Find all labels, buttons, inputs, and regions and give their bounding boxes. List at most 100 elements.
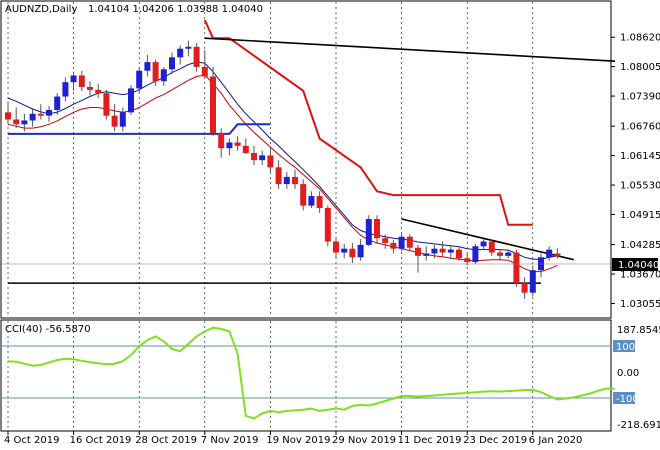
- candle-body-5: [46, 109, 52, 116]
- candle-body-40: [333, 241, 339, 253]
- cci-axis: 187.8545 100 0.00 -100 -218.6916: [613, 325, 660, 431]
- candle-body-44: [365, 219, 372, 245]
- candle-body-50: [415, 247, 421, 256]
- price-tick-label-3: 1.06760: [620, 122, 660, 133]
- donchian-upper-line: [203, 19, 533, 226]
- candle-body-8: [70, 75, 77, 83]
- candle-body-39: [324, 208, 331, 242]
- trendlines: [8, 37, 616, 284]
- candle-body-4: [37, 113, 44, 116]
- time-tick-label-7: 23 Dec 2019: [463, 435, 527, 446]
- cci-tick-label-3: -100: [616, 394, 639, 405]
- candle-body-24: [201, 66, 208, 77]
- candle-body-55: [456, 249, 462, 259]
- candle-body-25: [210, 76, 216, 133]
- candle-body-54: [447, 249, 454, 253]
- candle-body-34: [283, 176, 290, 185]
- cci-panel: CCI(40) -56.5870: [0, 319, 615, 432]
- price-tick-label-8: 1.03670: [620, 270, 660, 281]
- price-tick-label-4: 1.06145: [620, 151, 660, 162]
- cci-tick-label-4: -218.6916: [617, 420, 660, 431]
- candle-body-51: [423, 253, 430, 256]
- candle-body-56: [464, 258, 471, 263]
- price-tick-label-2: 1.07390: [620, 92, 660, 103]
- candle-body-17: [144, 62, 151, 71]
- cci-line: [7, 326, 615, 420]
- candle-body-9: [78, 75, 85, 87]
- trendline-1: [401, 218, 574, 261]
- price-panel-frame: [0, 0, 612, 319]
- candle-body-28: [234, 142, 241, 146]
- candle-body-43: [357, 244, 364, 258]
- candle-body-38: [316, 196, 323, 209]
- price-tick-label-5: 1.05530: [620, 181, 660, 192]
- current-price-label: 1.04040: [618, 260, 659, 271]
- candle-body-32: [267, 155, 274, 168]
- candle-body-62: [513, 252, 520, 284]
- candle-body-59: [488, 241, 495, 253]
- candle-body-58: [480, 241, 487, 247]
- price-tick-label-0: 1.08620: [620, 33, 660, 44]
- candle-body-52: [431, 248, 438, 254]
- candle-body-49: [406, 236, 413, 248]
- cci-series-line: [7, 326, 615, 420]
- current-price-tag: 1.04040: [612, 258, 659, 271]
- candle-body-20: [169, 57, 175, 70]
- candle-body-53: [439, 248, 446, 253]
- price-tick-label-7: 1.04285: [620, 240, 660, 251]
- time-tick-label-1: 16 Oct 2019: [70, 435, 132, 446]
- candle-body-14: [119, 112, 126, 127]
- donchian-lower-line: [8, 123, 271, 135]
- time-axis: 4 Oct 2019 16 Oct 2019 28 Oct 2019 7 Nov 20…: [4, 431, 582, 446]
- trendline-0: [204, 37, 616, 62]
- candle-body-15: [128, 88, 134, 113]
- candle-body-16: [136, 70, 143, 89]
- candle-body-0: [5, 112, 11, 120]
- candle-body-66: [546, 249, 553, 258]
- candle-body-10: [87, 86, 93, 90]
- candle-body-2: [21, 120, 28, 125]
- donchian-channel: [8, 19, 533, 226]
- candle-body-12: [103, 93, 110, 116]
- candle-body-45: [374, 219, 380, 239]
- candle-body-47: [390, 242, 397, 249]
- candle-body-18: [152, 62, 159, 82]
- candle-body-7: [62, 82, 69, 97]
- cci-tick-label-0: 187.8545: [617, 325, 660, 336]
- time-tick-label-4: 19 Nov 2019: [266, 435, 330, 446]
- price-tick-label-9: 1.03055: [620, 299, 660, 310]
- candle-body-67: [554, 253, 561, 257]
- candle-body-37: [308, 196, 315, 206]
- candle-body-31: [259, 155, 266, 161]
- candle-body-26: [218, 132, 225, 149]
- candle-body-61: [505, 252, 512, 256]
- cci-tick-label-1: 100: [616, 342, 635, 353]
- time-tick-label-5: 29 Nov 2019: [332, 435, 396, 446]
- candle-body-41: [341, 248, 348, 253]
- candle-body-46: [382, 238, 389, 243]
- candle-body-60: [497, 252, 503, 256]
- candle-body-11: [95, 89, 102, 94]
- candle-body-35: [292, 176, 298, 185]
- candle-body-42: [349, 248, 356, 258]
- candle-body-27: [226, 142, 233, 149]
- cci-level-box-3: [613, 392, 635, 404]
- cci-title: CCI(40) -56.5870: [5, 324, 91, 335]
- price-panel: AUDNZD,Daily 1.04104 1.04206 1.03988 1.0…: [0, 0, 616, 319]
- current-price-box: [612, 258, 658, 271]
- candle-body-13: [111, 115, 118, 127]
- candlesticks: [5, 40, 561, 299]
- price-tick-label-1: 1.08005: [620, 62, 660, 73]
- candle-body-57: [472, 246, 479, 263]
- candle-body-64: [529, 270, 536, 293]
- cci-tick-label-2: 0.00: [617, 368, 639, 379]
- candle-body-21: [177, 48, 184, 58]
- price-axis: 1.08620 1.08005 1.07390 1.06760 1.06145 1.055…: [611, 33, 660, 310]
- time-tick-label-3: 7 Nov 2019: [201, 435, 259, 446]
- candle-body-19: [160, 69, 167, 82]
- candle-body-36: [300, 184, 307, 206]
- candle-body-48: [398, 236, 405, 249]
- time-tick-label-8: 6 Jan 2020: [529, 435, 583, 446]
- time-tick-label-2: 28 Oct 2019: [135, 435, 197, 446]
